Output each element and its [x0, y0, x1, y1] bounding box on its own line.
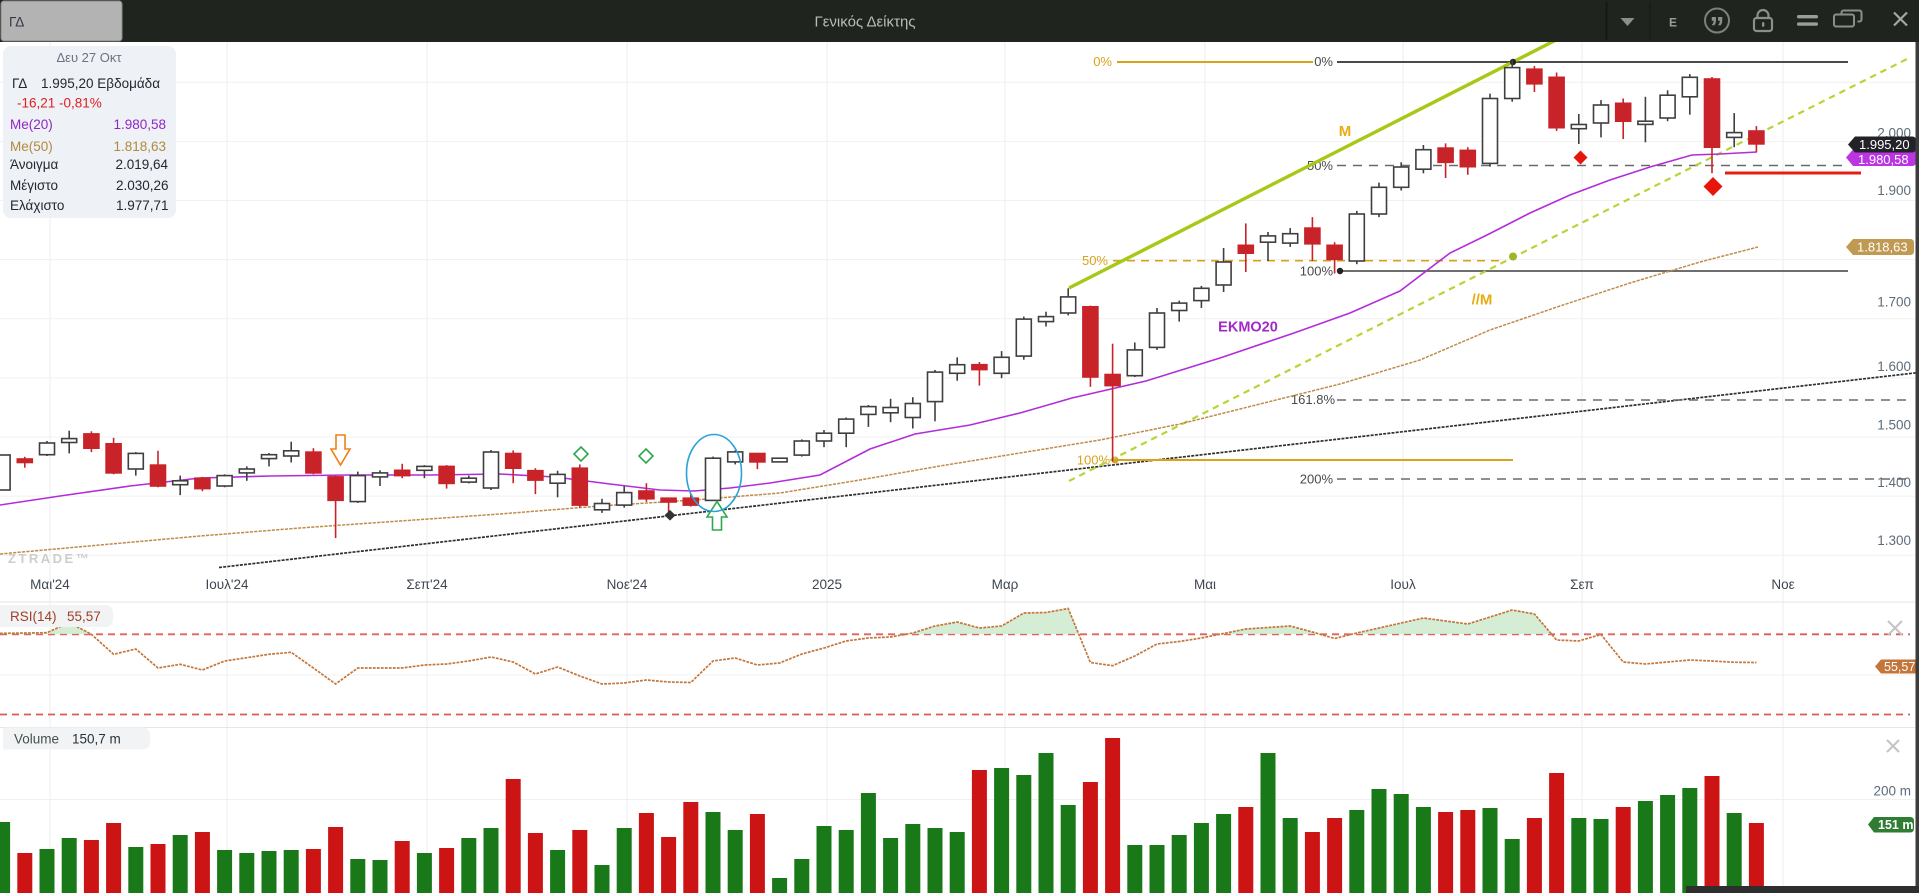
svg-text:Me(50): Me(50): [10, 139, 53, 154]
svg-text:Me(20): Me(20): [10, 117, 53, 132]
svg-text:1.500: 1.500: [1877, 418, 1911, 433]
svg-text:Ιουλ: Ιουλ: [1390, 577, 1416, 592]
svg-text:1.400: 1.400: [1877, 475, 1911, 490]
svg-text:1.900: 1.900: [1877, 183, 1911, 198]
svg-text:Volume: Volume: [14, 732, 59, 747]
svg-text:Γενικός Δείκτης: Γενικός Δείκτης: [814, 14, 915, 31]
svg-text:1.700: 1.700: [1877, 295, 1911, 310]
svg-text:Μέγιστο: Μέγιστο: [10, 178, 58, 193]
svg-text:Άνοιγμα: Άνοιγμα: [10, 157, 59, 172]
svg-text:2.019,64: 2.019,64: [115, 157, 168, 172]
svg-text:150,7 m: 150,7 m: [72, 732, 121, 747]
svg-text:Ιουλ'24: Ιουλ'24: [206, 577, 249, 592]
svg-text:200%: 200%: [1300, 472, 1334, 487]
svg-text:100%: 100%: [1077, 453, 1111, 468]
svg-text:0%: 0%: [1093, 54, 1112, 69]
svg-text:161.8%: 161.8%: [1291, 392, 1336, 407]
svg-text:EKMO20: EKMO20: [1218, 320, 1278, 336]
svg-text:E: E: [1669, 16, 1677, 30]
svg-text:2.030,26: 2.030,26: [116, 178, 169, 193]
svg-text:Μαι'24: Μαι'24: [30, 577, 70, 592]
svg-text:Νοε'24: Νοε'24: [607, 577, 648, 592]
svg-text:1.300: 1.300: [1877, 533, 1911, 548]
svg-text:M: M: [1339, 123, 1352, 140]
svg-text:-16,21 -0,81%: -16,21 -0,81%: [17, 96, 102, 111]
svg-text:Μαρ: Μαρ: [992, 577, 1019, 592]
svg-text:1.980,58: 1.980,58: [113, 117, 166, 132]
svg-text:Μαι: Μαι: [1194, 577, 1216, 592]
svg-text://M: //M: [1472, 292, 1493, 309]
svg-text:RSI(14): RSI(14): [10, 609, 57, 624]
svg-text:55,57: 55,57: [67, 609, 101, 624]
svg-text:200 m: 200 m: [1873, 784, 1911, 799]
svg-text:ΓΔ: ΓΔ: [12, 76, 27, 91]
svg-text:1.600: 1.600: [1877, 359, 1911, 374]
svg-text:Σεπ: Σεπ: [1570, 577, 1594, 592]
svg-text:50%: 50%: [1082, 253, 1108, 268]
svg-text:0%: 0%: [1314, 54, 1333, 69]
svg-text:1.995,20: 1.995,20: [1859, 137, 1910, 152]
svg-text:ΓΔ: ΓΔ: [9, 15, 24, 30]
svg-text:1.977,71: 1.977,71: [116, 198, 169, 213]
svg-text:1.818,63: 1.818,63: [1857, 240, 1908, 255]
svg-text:1.818,63: 1.818,63: [113, 139, 166, 154]
svg-text:Νοε: Νοε: [1771, 577, 1794, 592]
svg-text:Σεπ'24: Σεπ'24: [406, 577, 448, 592]
svg-text:”: ”: [1710, 12, 1725, 45]
svg-text:55,57: 55,57: [1884, 660, 1915, 674]
svg-text:100%: 100%: [1300, 264, 1334, 279]
svg-text:ZTRADE™: ZTRADE™: [8, 551, 91, 566]
svg-text:1.980,58: 1.980,58: [1858, 152, 1909, 167]
svg-text:1.995,20 Εβδομάδα: 1.995,20 Εβδομάδα: [41, 76, 160, 91]
svg-text:Ελάχιστο: Ελάχιστο: [10, 198, 64, 213]
svg-text:Δευ 27 Οκτ: Δευ 27 Οκτ: [56, 50, 122, 65]
svg-text:151 m: 151 m: [1878, 818, 1913, 832]
svg-text:2025: 2025: [812, 577, 842, 592]
